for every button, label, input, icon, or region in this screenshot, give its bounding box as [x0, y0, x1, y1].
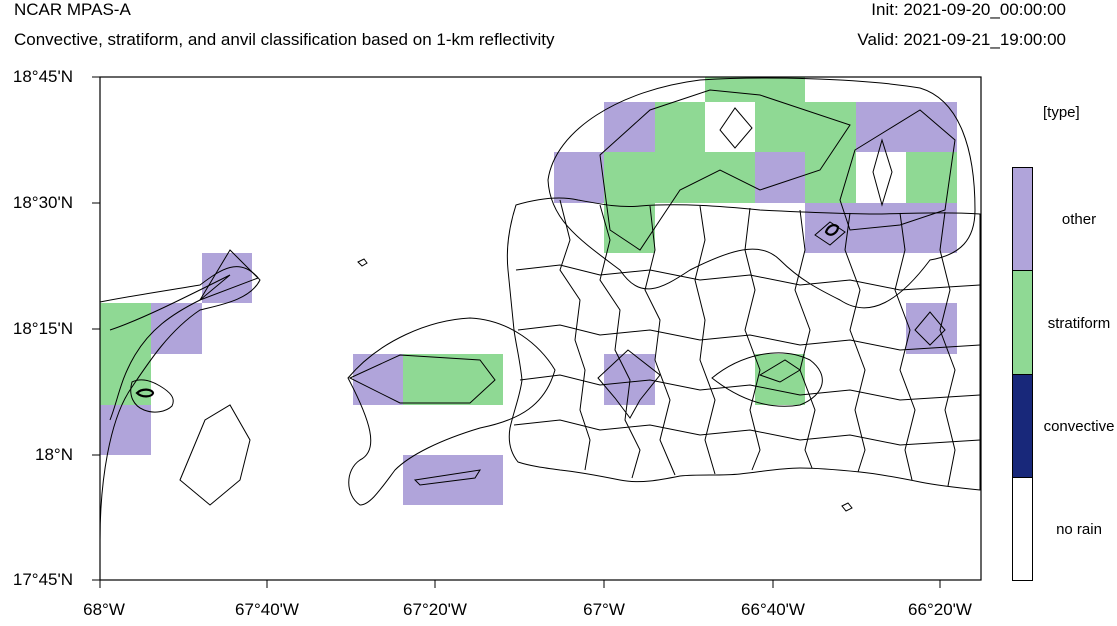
contour-line: [547, 77, 976, 309]
contour-line: [198, 249, 259, 301]
lon-tick-label: 67°20'W: [403, 600, 467, 619]
valid-time: Valid: 2021-09-21_19:00:00: [857, 30, 1066, 49]
contour-line: [179, 404, 251, 506]
cell-other: [151, 303, 202, 354]
cell-stratiform: [604, 152, 755, 203]
map-subtitle: Convective, stratiform, and anvil classi…: [14, 30, 555, 49]
municipal-boundary: [517, 324, 981, 351]
lat-tick-label: 18°15'N: [12, 319, 73, 338]
small-island: [357, 258, 368, 267]
contour-line: [758, 359, 801, 383]
legend-swatch-convective: [1012, 374, 1033, 478]
lat-tick-label: 18°30'N: [12, 193, 73, 212]
contour-line: [872, 138, 893, 207]
contour-line: [347, 317, 556, 506]
lon-tick-label: 66°20'W: [908, 600, 972, 619]
cell-other: [906, 303, 957, 354]
classification-cells: [100, 77, 957, 505]
cell-stratiform: [705, 77, 805, 102]
contour-line-bold: [135, 388, 155, 398]
contour-line: [599, 89, 851, 251]
lon-tick-label: 66°40'W: [741, 600, 805, 619]
mona-island-coast: [130, 379, 174, 413]
contour-line: [711, 352, 823, 407]
legend-label-no-rain: no rain: [1056, 521, 1102, 538]
lon-tick-label: 67°W: [583, 600, 625, 619]
cell-stratiform: [755, 102, 856, 152]
map-title: NCAR MPAS-A: [14, 0, 131, 19]
cell-stratiform: [805, 152, 856, 203]
cell-other: [554, 152, 604, 203]
contour-line: [597, 349, 661, 419]
reflectivity-contours: [99, 77, 976, 541]
small-island: [841, 502, 853, 512]
lon-tick-label: 68°W: [83, 600, 125, 619]
legend-swatch-other: [1012, 167, 1033, 271]
municipal-boundary: [599, 204, 641, 479]
cell-other: [100, 405, 151, 455]
legend-swatch-no-rain: [1012, 477, 1033, 581]
municipal-boundary: [513, 419, 981, 446]
legend-label-stratiform: stratiform: [1047, 315, 1111, 332]
municipal-boundary: [559, 199, 591, 471]
lat-tick-label: 18°45'N: [12, 67, 73, 86]
contour-line: [109, 274, 231, 421]
contour-line: [914, 311, 946, 346]
lon-tick-label: 67°40'W: [235, 600, 299, 619]
municipal-boundary: [519, 374, 981, 401]
contour-line: [814, 221, 846, 246]
legend-title: [type]: [1043, 104, 1080, 121]
municipal-boundary: [794, 209, 816, 469]
contour-line: [413, 469, 482, 486]
axis-ticks: [92, 76, 941, 588]
cell-other: [353, 354, 403, 405]
cell-stratiform: [755, 354, 805, 405]
lat-tick-label: 18°N: [35, 445, 73, 464]
contour-line: [839, 109, 956, 231]
legend-label-other: other: [1061, 211, 1097, 228]
lat-tick-label: 17°45'N: [12, 570, 73, 589]
municipal-boundary: [644, 205, 676, 476]
legend-label-convective: convective: [1043, 418, 1115, 435]
cell-other: [403, 455, 503, 505]
municipal-boundary: [939, 211, 956, 487]
legend-swatch-stratiform: [1012, 270, 1033, 375]
contour-line: [348, 354, 496, 404]
cell-other: [856, 102, 957, 152]
contour-line-bold: [824, 224, 840, 236]
cell-stratiform: [403, 354, 503, 405]
municipal-boundary: [744, 207, 761, 471]
municipal-boundary: [515, 264, 981, 291]
contour-line: [719, 107, 753, 149]
contour-line: [99, 266, 261, 541]
reflectivity-contours-bold: [135, 224, 840, 398]
cell-stratiform: [604, 203, 655, 253]
cell-stratiform: [100, 303, 151, 405]
municipal-boundary: [844, 212, 866, 473]
coastlines: [130, 197, 981, 512]
init-time: Init: 2021-09-20_00:00:00: [871, 0, 1066, 19]
cell-stratiform: [906, 152, 957, 203]
cell-stratiform: [655, 102, 705, 152]
